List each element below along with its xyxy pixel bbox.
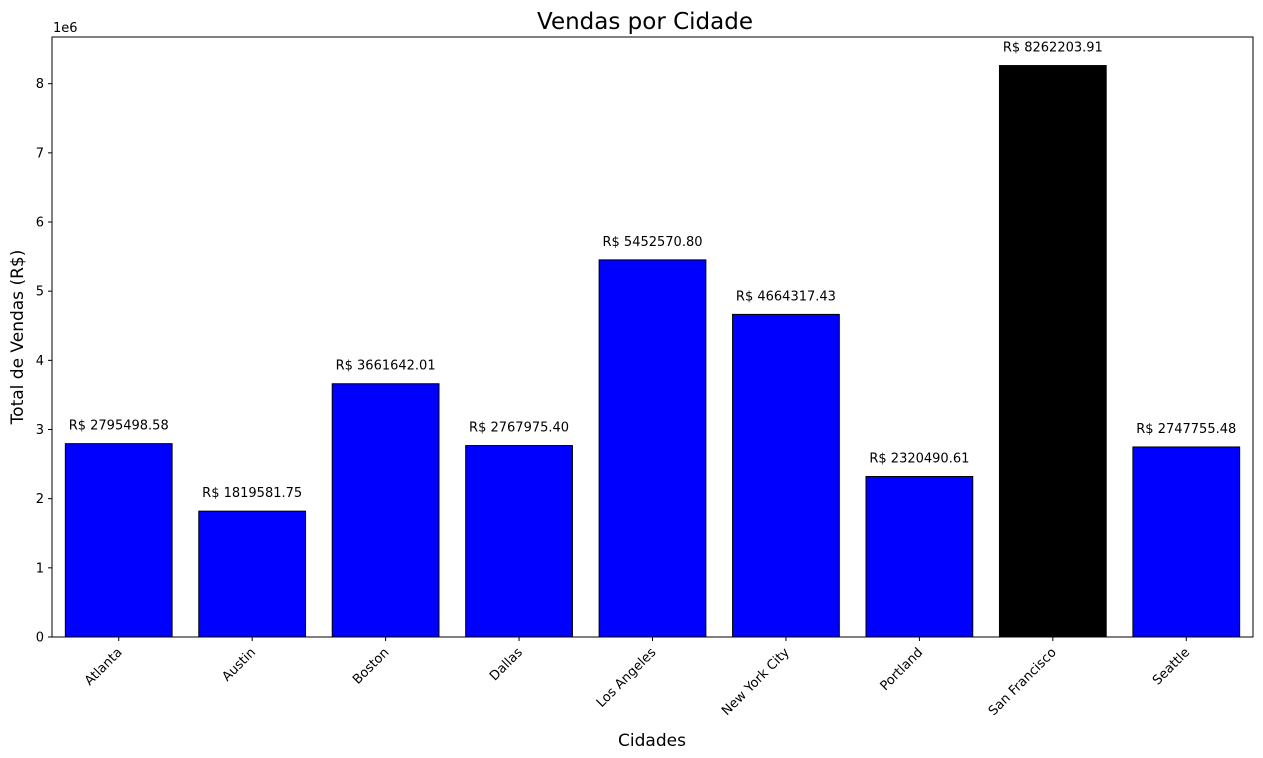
bar — [198, 510, 307, 638]
bar — [998, 65, 1107, 638]
bars-group: R$ 2795498.58 R$ 1819581.75 R$ 3661642.01 R… — [64, 41, 1241, 638]
bar — [865, 476, 974, 638]
y-tick-label: 3 — [36, 423, 44, 438]
y-tick-label: 6 — [36, 216, 44, 231]
plot-area-frame — [51, 36, 1254, 638]
bar-value-label: R$ 4664317.43 — [736, 289, 836, 304]
x-axis-ticks: Atlanta Austin Boston Dallas Los Angeles New … — [82, 637, 1193, 719]
bar-value-label: R$ 2767975.40 — [469, 421, 569, 436]
bar — [64, 443, 173, 638]
x-tick-label: Dallas — [487, 645, 526, 684]
chart-title: Vendas por Cidade — [537, 9, 753, 35]
y-axis-offset-text: 1e6 — [53, 21, 78, 36]
bar-value-label: R$ 2795498.58 — [69, 419, 169, 434]
bar — [598, 259, 707, 638]
x-tick-label: Portland — [878, 645, 927, 694]
x-tick-label: San Francisco — [986, 645, 1060, 719]
x-tick-label: Los Angeles — [594, 645, 660, 711]
bar-value-label: R$ 5452570.80 — [602, 235, 702, 250]
bar-value-label: R$ 8262203.91 — [1003, 41, 1103, 56]
y-tick-label: 1 — [36, 561, 44, 576]
x-tick-label: Atlanta — [82, 645, 126, 689]
y-tick-label: 7 — [36, 146, 44, 161]
bar — [465, 445, 573, 638]
y-axis-ticks: 0 1 2 3 4 5 6 7 8 — [36, 77, 52, 646]
y-tick-label: 5 — [36, 285, 44, 300]
x-axis-label: Cidades — [618, 731, 686, 751]
bar-value-label: R$ 2747755.48 — [1136, 422, 1236, 437]
y-tick-label: 2 — [36, 492, 44, 507]
bar-value-label: R$ 1819581.75 — [202, 486, 302, 501]
bar-value-label: R$ 2320490.61 — [869, 452, 969, 467]
y-tick-label: 0 — [36, 631, 44, 646]
x-tick-label: Boston — [350, 645, 392, 687]
bar — [331, 383, 440, 638]
bar — [732, 313, 840, 638]
y-tick-label: 4 — [36, 354, 44, 369]
bar — [1132, 446, 1241, 638]
x-tick-label: New York City — [719, 645, 793, 719]
y-axis-label: Total de Vendas (R$) — [8, 250, 28, 426]
x-tick-label: Seattle — [1150, 645, 1193, 688]
y-tick-label: 8 — [36, 77, 44, 92]
bar-value-label: R$ 3661642.01 — [336, 359, 436, 374]
x-tick-label: Austin — [219, 645, 258, 684]
